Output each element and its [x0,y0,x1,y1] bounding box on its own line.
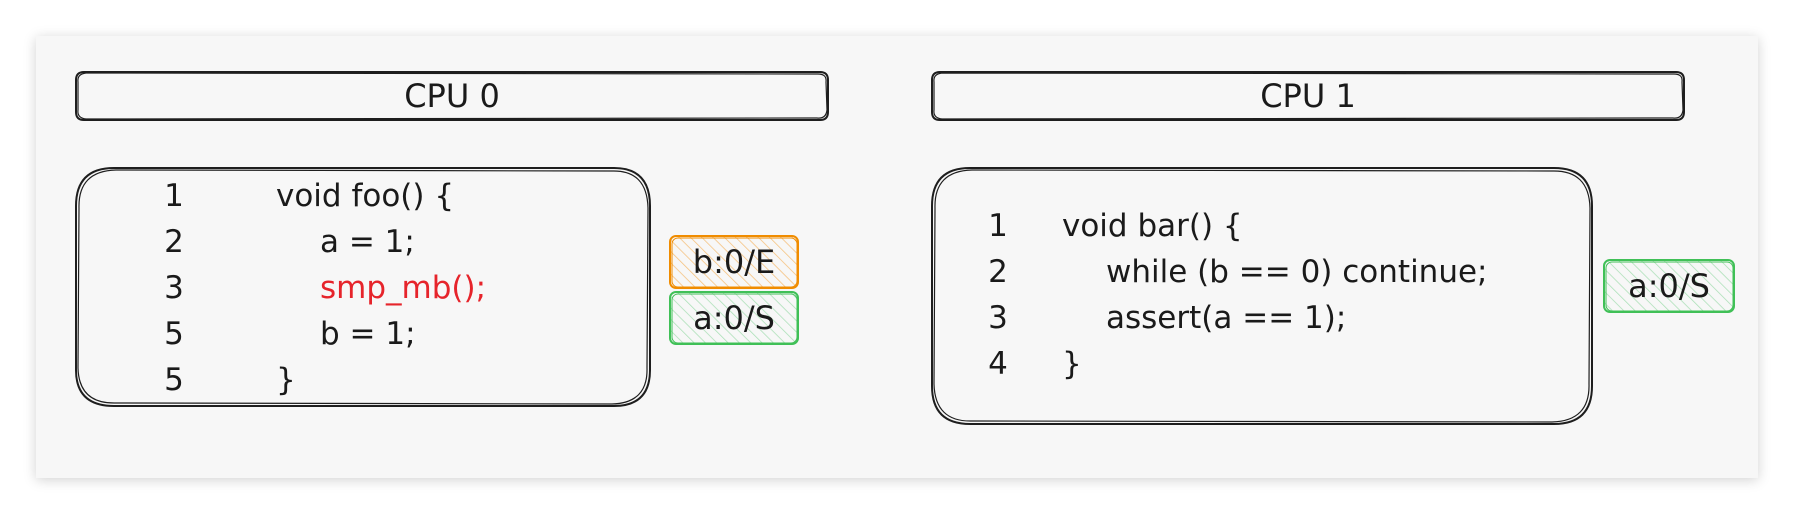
cpu0-title: CPU 0 [404,77,500,115]
code-line: while (b == 0) continue; [1106,254,1488,290]
line-number: 5 [164,316,184,352]
cpu1-cache-line-a [1603,259,1735,313]
diagram-canvas: CPU 0 CPU 1 1 void foo() { 2 a = 1; 3 sm… [36,36,1758,478]
cpu0-cache-line-b [669,235,799,289]
line-number: 3 [988,300,1008,336]
cpu1-header-box [931,71,1685,121]
line-number: 2 [164,224,184,260]
cpu0-cache-label-a: a:0/S [693,299,775,337]
line-number: 2 [988,254,1008,290]
code-line: void bar() { [1062,208,1243,244]
cpu0-code-box [75,167,651,407]
code-line: a = 1; [320,224,415,260]
line-number: 5 [164,362,184,398]
line-number: 1 [988,208,1008,244]
sketch-layer [75,71,1735,425]
code-line: void foo() { [276,178,455,214]
code-line: } [1062,346,1082,382]
cpu1-title: CPU 1 [1260,77,1356,115]
cpu1-cache-label-a: a:0/S [1628,267,1710,305]
code-line: b = 1; [320,316,416,352]
line-number: 1 [164,178,184,214]
cpu0-cache-label-b: b:0/E [692,243,776,281]
cpu0-cache-line-a [669,291,799,345]
cpu1-code-box [931,167,1593,425]
code-line: assert(a == 1); [1106,300,1347,336]
line-number: 4 [988,346,1008,382]
code-line-memory-barrier: smp_mb(); [320,270,487,306]
line-number: 3 [164,270,184,306]
cpu0-header-box [75,71,829,121]
code-line: } [276,362,296,398]
